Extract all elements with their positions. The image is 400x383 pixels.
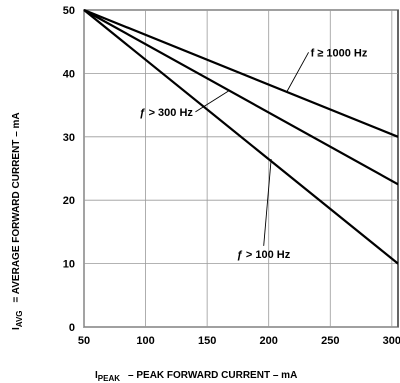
- y-tick-label: 50: [63, 5, 75, 17]
- series-lines: [83, 8, 399, 265]
- y-axis-label: IAVG= AVERAGE FORWARD CURRENT – mA: [11, 112, 24, 330]
- y-tick-label: 10: [63, 259, 75, 271]
- x-tick-label: 300: [383, 335, 400, 347]
- series-line: [83, 8, 399, 138]
- x-tick-label: 200: [260, 335, 278, 347]
- y-tick-label: 30: [63, 132, 75, 144]
- series-line: [83, 9, 399, 186]
- y-tick-labels: 0 10 20 30 40 50: [63, 5, 75, 334]
- y-tick-label: 40: [63, 68, 75, 80]
- series-annotations: f ≥ 1000 Hz ƒ > 300 Hz ƒ > 100 Hz: [139, 47, 367, 261]
- x-axis-label: IPEAK – PEAK FORWARD CURRENT – mA: [95, 370, 297, 383]
- x-tick-label: 150: [198, 335, 216, 347]
- y-tick-label: 0: [69, 322, 75, 334]
- y-tick-label: 20: [63, 195, 75, 207]
- series-annotation-label: ƒ > 300 Hz: [139, 107, 193, 119]
- x-tick-label: 50: [78, 335, 90, 347]
- annotation-leader-line: [195, 90, 230, 113]
- x-tick-labels: 50 100 150 200 250 300: [78, 335, 400, 347]
- x-tick-label: 250: [321, 335, 339, 347]
- annotation-leader-line: [286, 52, 309, 92]
- x-tick-label: 100: [136, 335, 154, 347]
- grid-lines: [83, 9, 398, 328]
- series-annotation-label: ƒ > 100 Hz: [237, 249, 291, 261]
- series-annotation-label: f ≥ 1000 Hz: [311, 47, 368, 59]
- series-line: [83, 9, 399, 265]
- annotation-leader-line: [263, 158, 272, 246]
